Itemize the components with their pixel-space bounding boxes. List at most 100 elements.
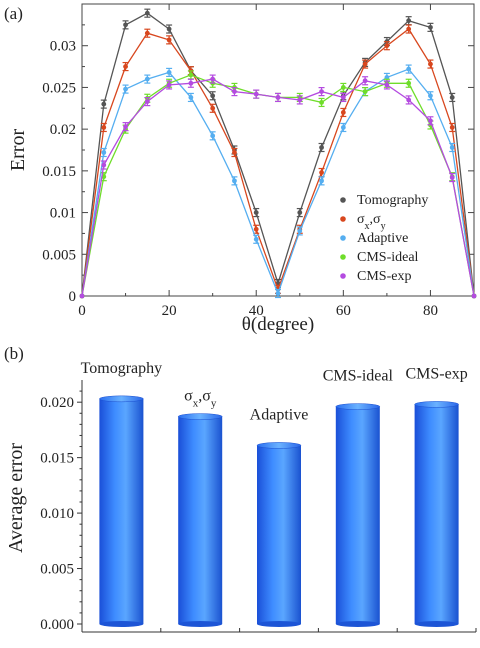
data-point: [406, 26, 412, 32]
data-point: [340, 125, 346, 130]
data-point: [297, 97, 303, 103]
y-axis-label: Average error: [5, 443, 27, 553]
series: [79, 74, 477, 299]
bar-label: CMS-ideal: [323, 368, 394, 385]
data-point: [101, 125, 107, 130]
y-tick-label: 0.020: [40, 395, 74, 411]
legend-marker: [340, 235, 346, 241]
data-point: [449, 125, 455, 130]
data-point: [319, 178, 324, 184]
y-tick-label: 0.015: [40, 451, 74, 467]
legend-label: CMS-exp: [357, 269, 411, 284]
data-point: [449, 175, 455, 180]
y-tick-label: 0.01: [50, 206, 76, 222]
data-point: [188, 95, 194, 100]
y-tick-label: 0.005: [42, 247, 76, 263]
bar-base: [335, 621, 380, 627]
data-point: [384, 82, 390, 88]
data-point: [319, 170, 324, 175]
y-axis-ticks: 0.000 0.005 0.010 0.015 0.020: [40, 390, 82, 633]
data-point: [210, 105, 216, 111]
data-point: [406, 97, 412, 103]
bar-top: [414, 401, 459, 408]
data-point: [319, 145, 324, 150]
data-point: [79, 293, 85, 299]
data-point: [384, 43, 390, 49]
y-axis-label: Error: [7, 129, 29, 172]
data-point: [297, 228, 303, 234]
data-point: [232, 178, 237, 184]
y-tick-label: 0.015: [42, 164, 76, 180]
data-point: [123, 22, 128, 28]
data-point: [471, 293, 477, 299]
y-tick-label: 0.010: [40, 506, 74, 522]
legend-marker: [340, 197, 346, 203]
bar-label: Tomography: [81, 360, 163, 377]
bar-top: [335, 403, 381, 410]
data-point: [210, 76, 216, 82]
bar-base: [257, 621, 301, 627]
data-point: [188, 72, 194, 78]
data-point: [319, 89, 324, 94]
data-point: [101, 150, 107, 155]
data-point: [275, 291, 281, 296]
data-point: [144, 99, 150, 105]
y-tick-label: 0.03: [50, 39, 76, 55]
x-tick-label: 60: [336, 303, 351, 319]
bar-top: [99, 395, 144, 403]
bars-group: Tomography σx,σy Adaptive CMS-ideal CMS-exp: [81, 360, 468, 627]
data-point: [340, 85, 346, 90]
data-point: [428, 93, 433, 99]
bar: CMS-ideal: [323, 368, 394, 627]
data-point: [253, 236, 259, 242]
series-group: [79, 8, 477, 299]
data-point: [340, 95, 346, 100]
x-tick-label: 80: [423, 303, 438, 319]
bar: CMS-exp: [405, 365, 468, 627]
data-point: [253, 91, 259, 97]
error-line-chart: (a) 0 0.005 0.01 0.015 0.02 0.025 0.03 0 20 40 60…: [4, 3, 477, 335]
bar-base: [414, 621, 459, 627]
data-point: [449, 145, 455, 150]
legend-marker: [340, 273, 346, 279]
bar-top: [256, 442, 302, 449]
panel-label-b: (b): [4, 344, 24, 363]
bar-body: [414, 404, 459, 624]
data-point: [253, 210, 259, 215]
data-point: [210, 93, 216, 99]
bar-label: CMS-exp: [405, 365, 467, 382]
bar-body: [99, 398, 144, 624]
data-point: [210, 133, 216, 139]
data-point: [144, 30, 150, 36]
data-point: [123, 124, 128, 130]
data-point: [428, 24, 433, 30]
data-point: [101, 162, 107, 168]
bar: Adaptive: [250, 406, 308, 627]
data-point: [101, 101, 107, 107]
bar-body: [257, 445, 301, 624]
data-point: [319, 100, 324, 105]
legend-marker: [340, 254, 346, 260]
legend-label: σx,σy: [357, 212, 386, 232]
legend-label: Adaptive: [357, 231, 408, 246]
legend-marker: [340, 216, 346, 222]
data-point: [123, 86, 128, 92]
x-tick-label: 0: [78, 303, 86, 319]
panel-label-a: (a): [4, 4, 23, 23]
data-point: [232, 150, 237, 155]
x-axis-ticks: 0 20 40 60 80: [78, 4, 438, 319]
y-tick-label: 0.025: [42, 80, 76, 96]
x-axis-ticks: [81, 628, 477, 632]
bar-body: [178, 416, 223, 624]
data-point: [449, 95, 455, 100]
data-point: [406, 80, 412, 86]
legend-label: CMS-ideal: [357, 250, 419, 265]
y-tick-label: 0.000: [40, 617, 74, 633]
data-point: [406, 66, 412, 72]
data-point: [166, 70, 172, 75]
data-point: [297, 210, 303, 215]
data-point: [275, 95, 281, 100]
bar-label: σx,σy: [184, 388, 217, 410]
